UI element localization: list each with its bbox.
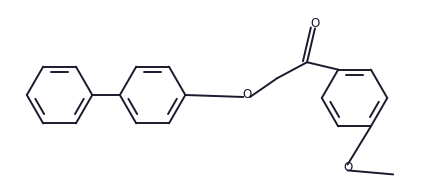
Text: O: O xyxy=(242,88,251,101)
Text: O: O xyxy=(343,161,352,174)
Text: O: O xyxy=(310,17,320,30)
